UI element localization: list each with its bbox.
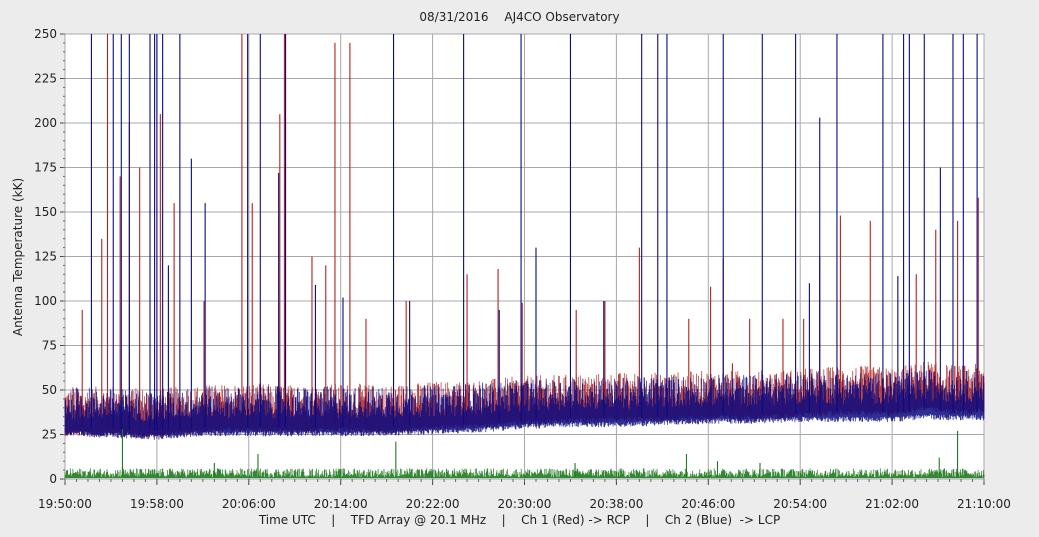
series-difference	[64, 429, 985, 479]
footer-array-label: TFD Array @ 20.1 MHz	[350, 513, 487, 527]
x-tick-label: 20:46:00	[681, 497, 735, 511]
y-tick-label: 100	[34, 294, 57, 308]
y-tick-label: 75	[42, 339, 57, 353]
series-layer	[64, 34, 985, 479]
y-tick-label: 200	[34, 116, 57, 130]
footer-separator-1: |	[331, 513, 336, 527]
series-ch2	[64, 34, 985, 440]
y-tick-label: 225	[34, 72, 57, 86]
series-band-difference	[64, 468, 985, 479]
chart-footer: Time UTC | TFD Array @ 20.1 MHz | Ch 1 (…	[0, 513, 1039, 527]
y-axis: 0 25 50 75 100 125 150 175 200 225 250	[34, 27, 65, 486]
x-tick-label: 19:58:00	[130, 497, 184, 511]
x-tick-label: 19:50:00	[38, 497, 92, 511]
x-tick-label: 20:14:00	[314, 497, 368, 511]
x-axis: 19:50:00 19:58:00 20:06:00 20:14:00 20:22:00…	[38, 479, 1011, 511]
footer-separator-3: |	[645, 513, 650, 527]
chart-title: 08/31/2016 AJ4CO Observatory	[0, 10, 1039, 24]
x-tick-label: 20:30:00	[498, 497, 552, 511]
footer-ch2-label: Ch 2 (Blue) -> LCP	[664, 513, 781, 527]
y-tick-label: 175	[34, 161, 57, 175]
y-tick-label: 50	[42, 383, 57, 397]
y-tick-label: 150	[34, 205, 57, 219]
x-tick-label: 20:22:00	[406, 497, 460, 511]
y-tick-label: 250	[34, 27, 57, 41]
x-tick-label: 20:06:00	[222, 497, 276, 511]
footer-separator-2: |	[501, 513, 506, 527]
footer-ch1-label: Ch 1 (Red) -> RCP	[521, 513, 630, 527]
y-tick-label: 125	[34, 250, 57, 264]
footer-time-label: Time UTC	[258, 513, 316, 527]
x-tick-label: 20:54:00	[773, 497, 827, 511]
y-axis-label: Antenna Temperature (kK)	[11, 178, 25, 336]
y-tick-label: 0	[49, 472, 57, 486]
x-tick-label: 20:38:00	[589, 497, 643, 511]
x-tick-label: 21:02:00	[865, 497, 919, 511]
x-tick-label: 21:10:00	[957, 497, 1011, 511]
y-tick-label: 25	[42, 428, 57, 442]
title-observatory: AJ4CO Observatory	[504, 10, 620, 24]
title-date: 08/31/2016	[419, 10, 489, 24]
